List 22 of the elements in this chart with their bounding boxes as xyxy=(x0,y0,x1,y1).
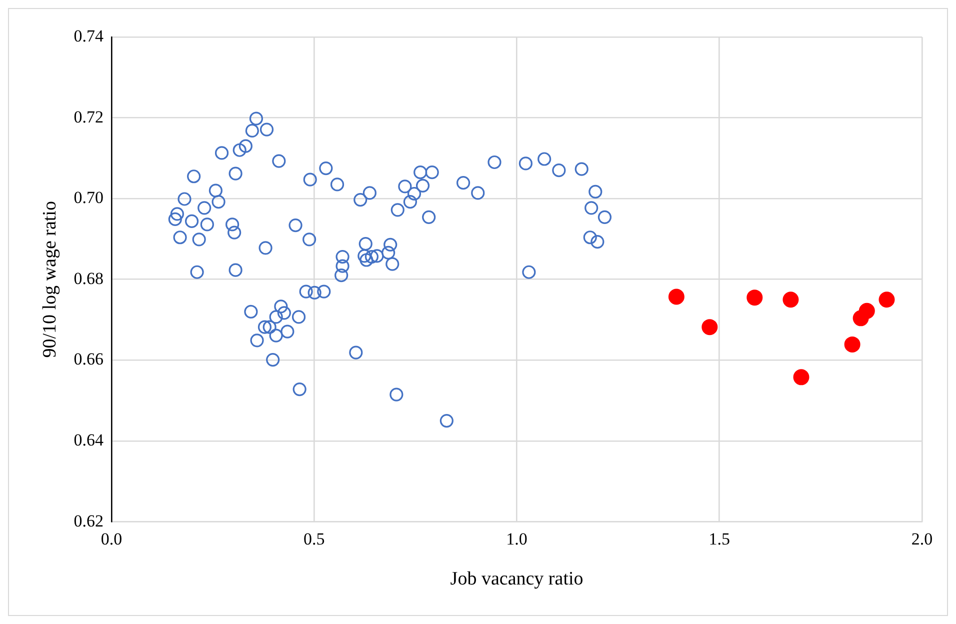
x-tick-label: 1.0 xyxy=(506,529,528,548)
point xyxy=(746,290,763,306)
y-tick-label: 0.62 xyxy=(74,511,104,530)
x-tick-label: 2.0 xyxy=(911,529,933,548)
y-axis-title: 90/10 log wage ratio xyxy=(39,201,60,358)
point xyxy=(844,336,860,352)
point xyxy=(668,288,684,305)
point xyxy=(858,302,875,319)
point xyxy=(793,369,810,386)
x-tick-label: 1.5 xyxy=(708,529,730,548)
x-tick-label: 0.5 xyxy=(304,529,325,548)
x-tick-label: 0.0 xyxy=(100,529,122,548)
y-tick-label: 0.68 xyxy=(74,268,104,288)
point xyxy=(782,292,799,308)
y-tick-label: 0.70 xyxy=(74,188,104,208)
y-tick-label: 0.66 xyxy=(74,350,104,369)
y-tick-label: 0.74 xyxy=(74,26,104,46)
point xyxy=(702,319,718,336)
y-tick-label: 0.64 xyxy=(74,430,104,450)
point xyxy=(878,292,895,308)
x-axis-title: Job vacancy ratio xyxy=(450,568,584,590)
y-tick-label: 0.72 xyxy=(74,107,104,126)
